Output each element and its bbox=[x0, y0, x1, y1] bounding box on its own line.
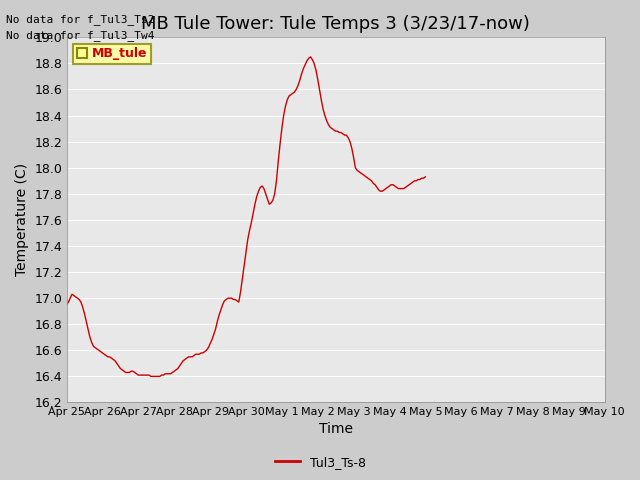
Text: No data for f_Tul3_Tw4: No data for f_Tul3_Tw4 bbox=[6, 30, 155, 41]
Legend: Tul3_Ts-8: Tul3_Ts-8 bbox=[269, 451, 371, 474]
Title: MB Tule Tower: Tule Temps 3 (3/23/17-now): MB Tule Tower: Tule Temps 3 (3/23/17-now… bbox=[141, 15, 530, 33]
Text: No data for f_Tul3_Ts2: No data for f_Tul3_Ts2 bbox=[6, 13, 155, 24]
X-axis label: Time: Time bbox=[319, 422, 353, 436]
Legend: MB_tule: MB_tule bbox=[73, 44, 151, 64]
Y-axis label: Temperature (C): Temperature (C) bbox=[15, 163, 29, 276]
